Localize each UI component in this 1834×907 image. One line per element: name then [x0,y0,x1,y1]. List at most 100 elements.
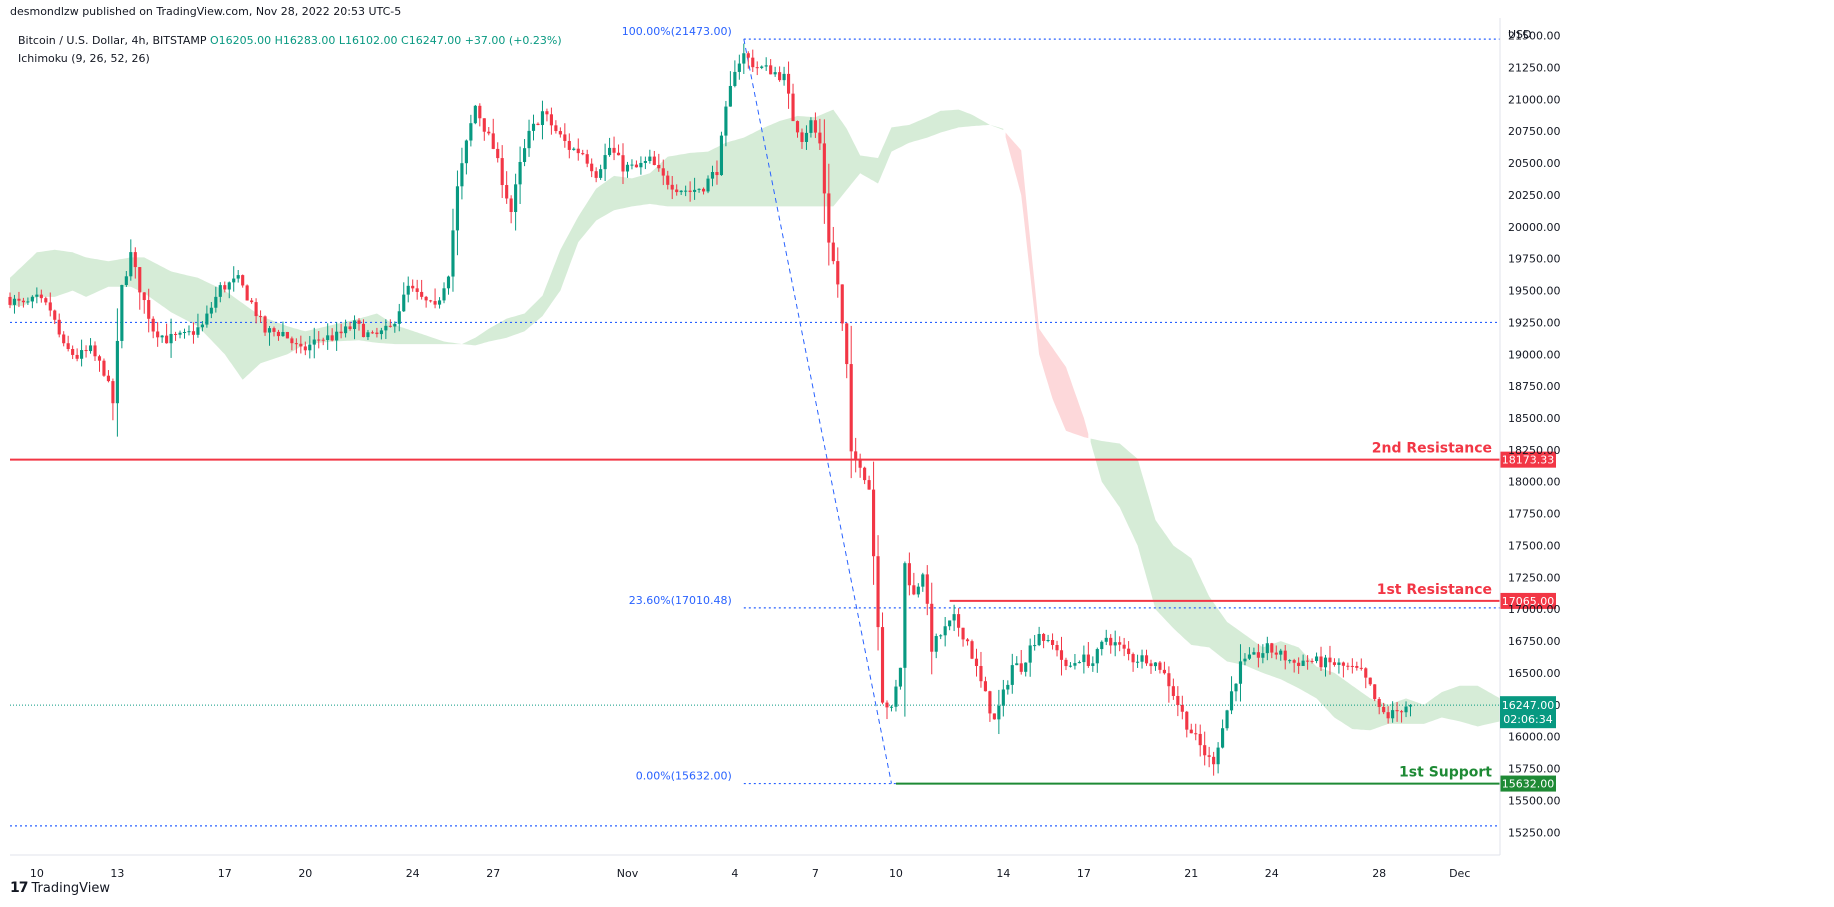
candle-body-193 [872,489,876,557]
y-tick-9: 19250.00 [1508,316,1561,329]
y-tick-5: 20250.00 [1508,189,1561,202]
candle-body-180 [813,120,817,133]
candle-body-68 [312,339,316,345]
candle-body-108 [491,133,495,149]
candle-body-125 [567,140,571,150]
candle-body-112 [509,198,513,213]
candle-body-86 [393,323,397,327]
candle-body-140 [634,164,638,168]
candle-body-130 [590,163,594,172]
candle-body-179 [809,120,813,133]
candle-body-39 [182,332,187,334]
candle-body-29 [138,267,142,293]
cloud-green-0 [10,109,1004,380]
x-tick-0: 10 [30,867,44,880]
dotted-levels [10,321,1500,827]
candle-body-290 [1306,660,1310,662]
candle-body-159 [719,135,724,176]
candle-body-14 [71,349,75,355]
candle-body-106 [482,118,486,132]
candle-body-263 [1185,711,1189,730]
y-axis-unit: USD [1508,28,1532,41]
candle-body-245 [1104,637,1108,642]
candle-body-34 [160,335,164,338]
candle-body-120 [545,111,549,115]
candle-body-296 [1332,662,1337,665]
candle-body-110 [500,158,504,186]
candle-body-71 [326,335,330,340]
candle-body-135 [612,147,616,153]
level-price-label-2: 15632.00 [1502,778,1555,791]
candle-body-164 [742,53,746,64]
candle-body-87 [397,311,401,324]
candle-body-157 [710,172,715,179]
x-tick-12: 21 [1184,867,1198,880]
ohlc-change: +37.00 (+0.23%) [464,34,562,47]
candle-body-141 [639,162,643,168]
candle-body-114 [518,161,522,185]
candle-body-109 [496,148,500,159]
candle-body-142 [643,161,647,163]
candle-body-121 [549,114,553,126]
candle-body-126 [572,148,576,150]
candle-body-26 [124,276,128,286]
candle-body-219 [988,691,992,714]
candle-body-182 [822,143,826,194]
candle-body-19 [93,345,97,357]
candle-body-8 [44,298,48,303]
candle-body-6 [35,294,39,297]
candle-body-259 [1167,673,1171,687]
candle-body-98 [446,276,451,289]
candle-body-194 [876,556,880,628]
candle-body-84 [384,325,388,331]
y-tick-7: 19750.00 [1508,253,1561,266]
candle-body-210 [948,620,952,627]
brand-name: TradingView [31,880,111,896]
candle-body-154 [697,188,701,190]
candle-body-0 [8,296,12,305]
candle-body-292 [1314,656,1319,662]
ohlc-open: O16205.00 [209,34,272,47]
candle-body-137 [621,155,625,172]
candle-body-264 [1189,729,1193,734]
x-tick-5: 27 [486,867,500,880]
candle-body-53 [245,285,249,301]
candle-body-196 [885,702,889,708]
candle-body-253 [1140,655,1144,662]
candle-body-161 [728,85,732,107]
candle-body-62 [285,331,289,339]
candle-body-148 [670,184,674,190]
candle-body-266 [1198,733,1202,746]
candle-body-38 [178,332,182,335]
ohlc-high: H16283.00 [274,34,336,47]
candle-body-162 [733,71,737,86]
candle-body-127 [576,148,580,154]
candle-body-131 [594,171,598,178]
candle-body-156 [706,178,710,192]
candle-body-280 [1261,653,1265,658]
candle-body-18 [88,345,93,352]
candle-body-105 [478,105,482,119]
y-tick-11: 18750.00 [1508,380,1561,393]
candle-body-261 [1176,695,1180,705]
candle-body-72 [330,335,334,341]
candle-body-171 [773,72,777,75]
candle-body-158 [715,172,719,176]
candle-body-177 [800,132,804,142]
candle-body-104 [473,105,477,124]
candle-body-15 [75,354,79,359]
candle-body-27 [129,252,133,277]
candle-body-183 [827,193,831,243]
candle-body-7 [39,294,43,299]
candle-body-311 [1399,711,1404,713]
x-tick-15: Dec [1449,867,1470,880]
candle-body-111 [505,185,509,199]
candle-body-134 [608,147,612,156]
candle-body-305 [1373,684,1377,700]
candle-body-20 [97,356,102,361]
candle-body-209 [943,626,947,636]
y-tick-19: 16750.00 [1508,635,1561,648]
candle-body-243 [1095,649,1099,664]
candle-body-246 [1109,637,1113,646]
